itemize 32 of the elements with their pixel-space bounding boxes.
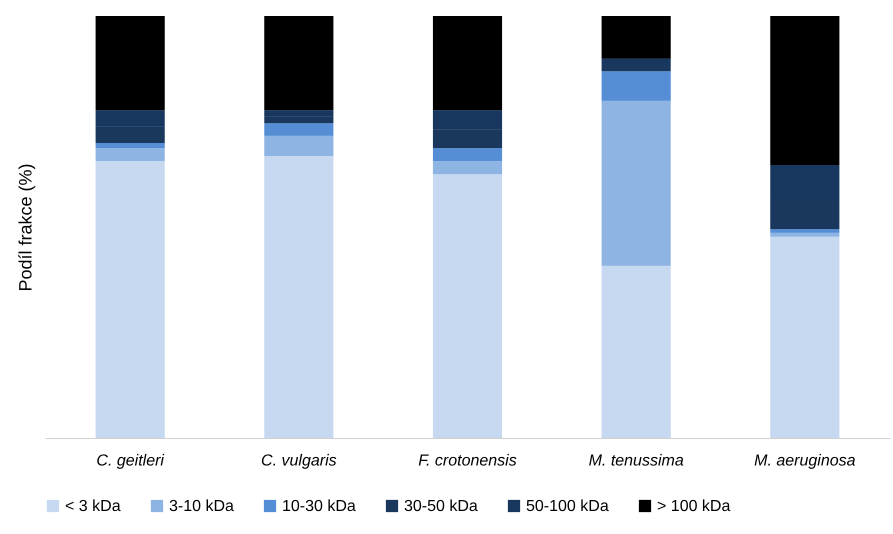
x-tick-label: M. tenussima xyxy=(588,452,684,470)
bar xyxy=(96,148,165,162)
bar xyxy=(770,236,840,438)
x-tick-label: F. crotonensis xyxy=(418,452,517,470)
bar xyxy=(96,161,165,438)
legend-label: 3-10 kDa xyxy=(169,498,234,515)
bar xyxy=(432,174,502,438)
bar xyxy=(264,16,334,110)
x-tick-label: C. vulgaris xyxy=(261,452,337,470)
bar xyxy=(96,143,165,148)
legend-label: 30-50 kDa xyxy=(404,498,478,515)
bar xyxy=(432,161,502,174)
bar xyxy=(602,16,671,59)
bar xyxy=(770,232,840,237)
legend-label: < 3 kDa xyxy=(65,498,121,515)
bar xyxy=(602,266,671,438)
bar xyxy=(602,71,671,101)
bar xyxy=(770,16,840,165)
bar xyxy=(432,148,502,162)
y-axis-title: Podíl frakce (%) xyxy=(16,163,36,292)
bar xyxy=(264,123,334,136)
x-tick-label: M. aeruginosa xyxy=(754,452,856,470)
legend-label: > 100 kDa xyxy=(657,498,730,515)
x-tick-label: C. geitleri xyxy=(96,452,164,470)
bar xyxy=(432,16,502,110)
bar xyxy=(602,100,671,266)
bar xyxy=(96,16,165,110)
legend-label: 10-30 kDa xyxy=(282,498,356,515)
bar xyxy=(770,229,840,233)
bar xyxy=(264,136,334,156)
legend-label: 50-100 kDa xyxy=(526,498,609,515)
bar xyxy=(264,156,334,438)
